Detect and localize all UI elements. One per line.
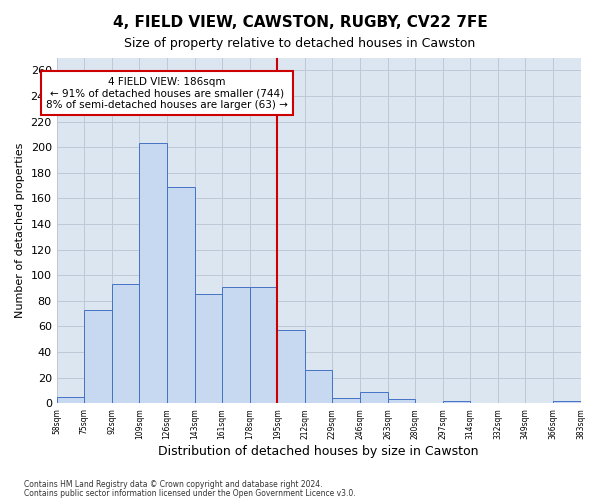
Bar <box>222 286 250 403</box>
Bar <box>360 392 388 403</box>
Text: Contains public sector information licensed under the Open Government Licence v3: Contains public sector information licen… <box>24 489 356 498</box>
Text: 4, FIELD VIEW, CAWSTON, RUGBY, CV22 7FE: 4, FIELD VIEW, CAWSTON, RUGBY, CV22 7FE <box>113 15 487 30</box>
Bar <box>112 284 139 403</box>
Bar <box>305 370 332 403</box>
Text: Size of property relative to detached houses in Cawston: Size of property relative to detached ho… <box>124 38 476 51</box>
Bar <box>332 398 360 403</box>
Text: 4 FIELD VIEW: 186sqm
← 91% of detached houses are smaller (744)
8% of semi-detac: 4 FIELD VIEW: 186sqm ← 91% of detached h… <box>46 76 288 110</box>
Bar <box>167 187 194 403</box>
Bar <box>277 330 305 403</box>
Y-axis label: Number of detached properties: Number of detached properties <box>15 142 25 318</box>
Bar <box>194 294 222 403</box>
Bar <box>250 286 277 403</box>
Bar <box>388 400 415 403</box>
Text: Contains HM Land Registry data © Crown copyright and database right 2024.: Contains HM Land Registry data © Crown c… <box>24 480 323 489</box>
Bar <box>443 400 470 403</box>
Bar <box>139 144 167 403</box>
Bar <box>56 397 84 403</box>
X-axis label: Distribution of detached houses by size in Cawston: Distribution of detached houses by size … <box>158 444 479 458</box>
Bar <box>553 400 581 403</box>
Bar <box>84 310 112 403</box>
